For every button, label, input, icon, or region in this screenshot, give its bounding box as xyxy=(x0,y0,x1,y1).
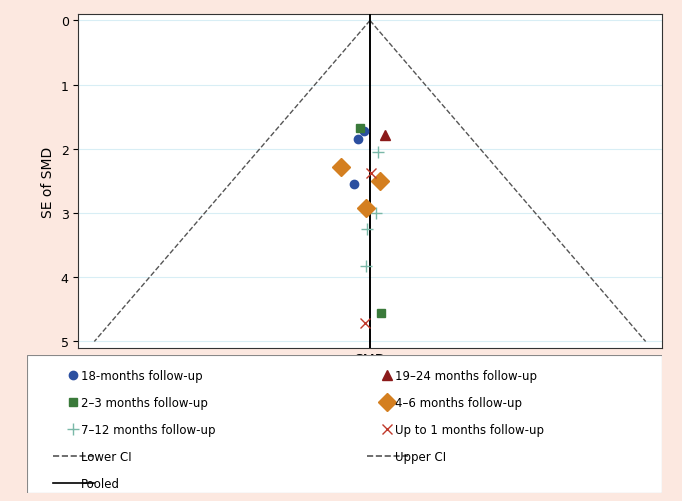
X-axis label: SMD: SMD xyxy=(354,352,386,366)
Y-axis label: SE of SMD: SE of SMD xyxy=(41,146,55,217)
Text: 19–24 months follow-up: 19–24 months follow-up xyxy=(395,369,537,382)
Text: Pooled: Pooled xyxy=(81,476,120,489)
Text: Upper CI: Upper CI xyxy=(395,450,446,463)
Text: 2–3 months follow-up: 2–3 months follow-up xyxy=(81,396,208,409)
Text: 4–6 months follow-up: 4–6 months follow-up xyxy=(395,396,522,409)
Text: 18-months follow-up: 18-months follow-up xyxy=(81,369,203,382)
Text: 7–12 months follow-up: 7–12 months follow-up xyxy=(81,423,216,436)
Text: Lower CI: Lower CI xyxy=(81,450,132,463)
Text: Up to 1 months follow-up: Up to 1 months follow-up xyxy=(395,423,544,436)
